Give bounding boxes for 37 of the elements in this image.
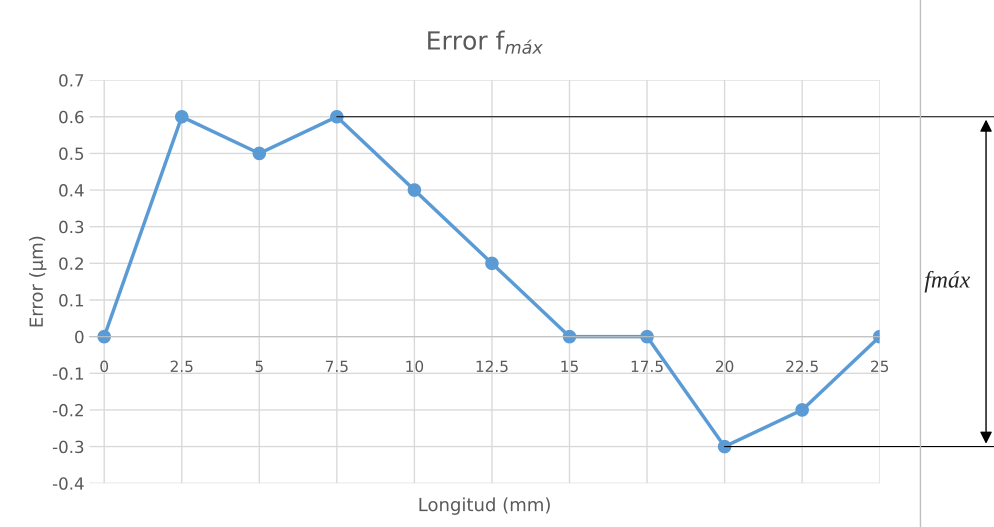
y-tick-label: 0.7 [59, 74, 84, 87]
point [718, 440, 732, 454]
y-tick-label: -0.4 [52, 477, 84, 490]
x-tick-label: 17.5 [632, 360, 663, 372]
x-tick-label: 22.5 [786, 360, 818, 372]
y-tick-label: 0.2 [59, 257, 83, 270]
text: fmáx [924, 270, 970, 293]
point [485, 256, 499, 270]
x-tick-label: 25 [871, 360, 888, 372]
x-tick-label: 15 [561, 360, 578, 372]
x-tick-label: 5 [256, 360, 263, 372]
x-tick-label: 10 [406, 360, 424, 372]
point [640, 330, 654, 344]
chart-title: Error f$_{máx}$ [428, 30, 543, 54]
y-tick-label: 0 [75, 330, 84, 344]
y-tick-label: -0.1 [52, 367, 84, 380]
x-tick-label: 2.5 [170, 360, 193, 372]
y-tick-label: -0.3 [52, 440, 84, 454]
y-tick-label: 0.4 [59, 184, 84, 197]
point [252, 146, 266, 160]
y-tick-label: 0.5 [59, 147, 84, 160]
point [408, 183, 422, 197]
x-tick-label: 12.5 [476, 360, 508, 372]
x-axis-title: Longitud (mm) [419, 497, 550, 515]
x-tick-label: 7.5 [326, 360, 348, 372]
point [174, 110, 189, 124]
y-tick-label: 0.6 [59, 110, 84, 124]
point [795, 403, 809, 417]
point [330, 110, 344, 124]
y-tick-label: 0.1 [59, 294, 84, 307]
x-tick-label: 0 [100, 360, 108, 372]
y-tick-label: -0.2 [52, 404, 83, 417]
y-tick-label: 0.3 [59, 220, 84, 234]
point [562, 330, 576, 344]
point [97, 330, 111, 344]
y-axis-title: Error (µm) [29, 236, 47, 326]
x-tick-label: 20 [716, 360, 734, 372]
